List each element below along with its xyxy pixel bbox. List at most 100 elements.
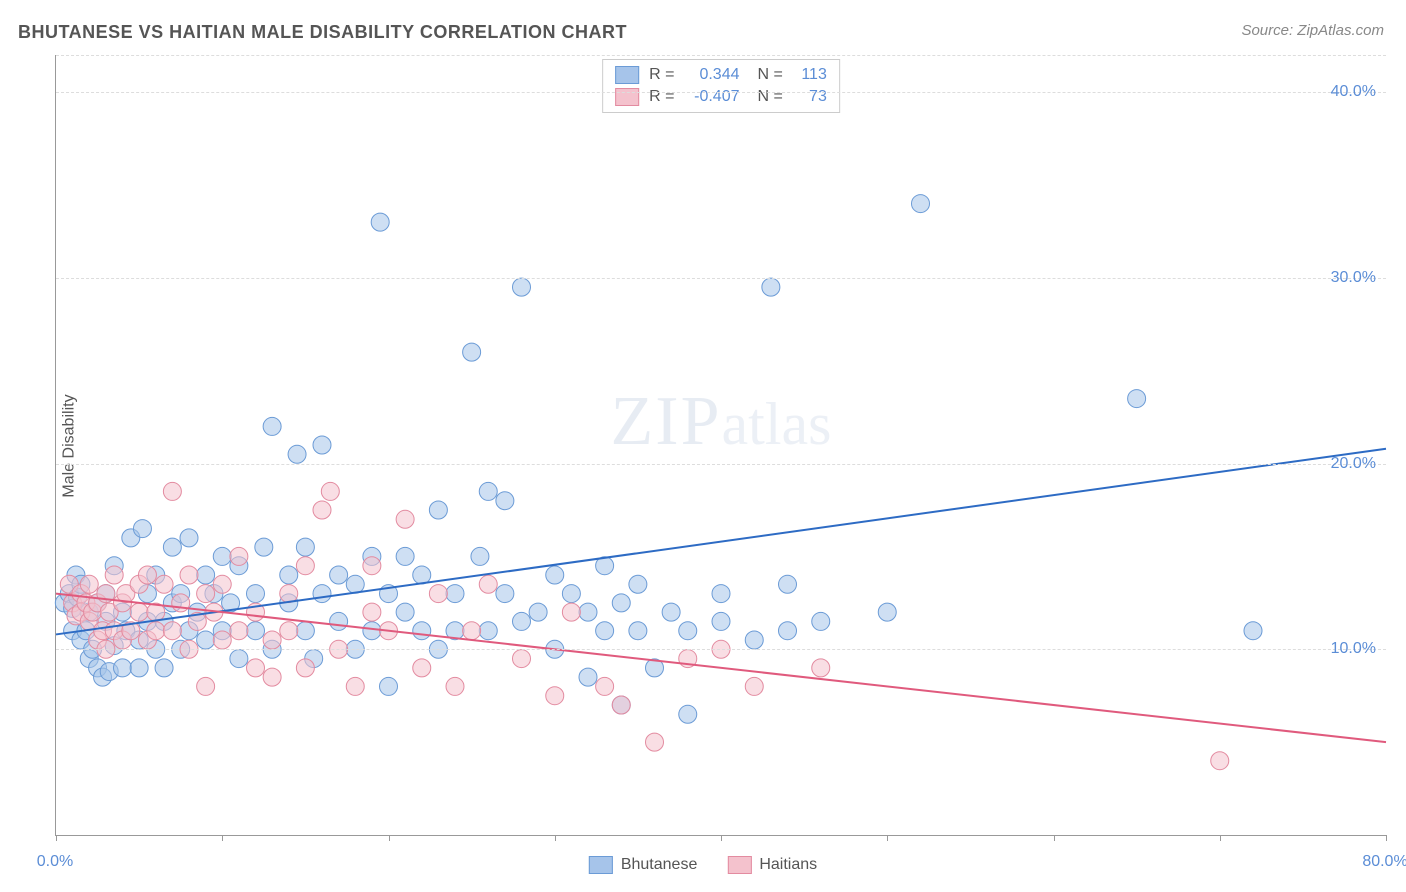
y-tick-label: 20.0% (1331, 455, 1376, 473)
data-point (155, 659, 173, 677)
x-tick (887, 835, 888, 841)
y-tick-label: 10.0% (1331, 640, 1376, 658)
legend-label-haitians: Haitians (759, 856, 817, 874)
series-legend: Bhutanese Haitians (589, 856, 817, 874)
data-point (712, 612, 730, 630)
data-point (471, 547, 489, 565)
data-point (263, 631, 281, 649)
data-point (812, 659, 830, 677)
data-point (280, 585, 298, 603)
grid-line (56, 464, 1386, 465)
data-point (745, 631, 763, 649)
data-point (130, 659, 148, 677)
data-point (346, 677, 364, 695)
data-point (513, 650, 531, 668)
data-point (629, 575, 647, 593)
data-point (546, 566, 564, 584)
data-point (247, 585, 265, 603)
data-point (479, 575, 497, 593)
x-tick (555, 835, 556, 841)
grid-line (56, 649, 1386, 650)
data-point (330, 612, 348, 630)
data-point (612, 594, 630, 612)
data-point (133, 520, 151, 538)
data-point (296, 659, 314, 677)
data-point (413, 622, 431, 640)
data-point (230, 622, 248, 640)
x-tick (389, 835, 390, 841)
data-point (513, 278, 531, 296)
x-tick (1386, 835, 1387, 841)
data-point (197, 631, 215, 649)
data-point (313, 501, 331, 519)
scatter-svg (56, 55, 1386, 835)
data-point (313, 436, 331, 454)
data-point (612, 696, 630, 714)
grid-line (56, 92, 1386, 93)
data-point (263, 417, 281, 435)
y-tick-label: 40.0% (1331, 83, 1376, 101)
data-point (114, 659, 132, 677)
data-point (213, 547, 231, 565)
data-point (296, 557, 314, 575)
data-point (321, 482, 339, 500)
data-point (197, 566, 215, 584)
data-point (912, 195, 930, 213)
data-point (596, 622, 614, 640)
x-tick-label: 80.0% (1362, 853, 1406, 871)
data-point (579, 668, 597, 686)
data-point (380, 677, 398, 695)
data-point (371, 213, 389, 231)
data-point (1211, 752, 1229, 770)
data-point (779, 575, 797, 593)
data-point (679, 622, 697, 640)
x-tick (1220, 835, 1221, 841)
data-point (138, 566, 156, 584)
data-point (779, 622, 797, 640)
data-point (280, 566, 298, 584)
data-point (629, 622, 647, 640)
x-tick (56, 835, 57, 841)
data-point (579, 603, 597, 621)
data-point (496, 492, 514, 510)
data-point (247, 622, 265, 640)
data-point (446, 585, 464, 603)
data-point (163, 482, 181, 500)
data-point (562, 603, 580, 621)
data-point (247, 659, 265, 677)
source-label: Source: ZipAtlas.com (1241, 22, 1384, 39)
legend-swatch-bhutanese-icon (589, 856, 613, 874)
data-point (396, 547, 414, 565)
data-point (413, 566, 431, 584)
data-point (263, 668, 281, 686)
data-point (296, 622, 314, 640)
data-point (230, 547, 248, 565)
data-point (213, 631, 231, 649)
data-point (363, 557, 381, 575)
chart-title: BHUTANESE VS HAITIAN MALE DISABILITY COR… (18, 22, 627, 43)
legend-swatch-haitians-icon (727, 856, 751, 874)
grid-line (56, 55, 1386, 56)
legend-item-bhutanese: Bhutanese (589, 856, 698, 874)
data-point (546, 687, 564, 705)
chart-container: BHUTANESE VS HAITIAN MALE DISABILITY COR… (0, 0, 1406, 892)
y-tick-label: 30.0% (1331, 269, 1376, 287)
data-point (163, 538, 181, 556)
data-point (163, 622, 181, 640)
data-point (878, 603, 896, 621)
data-point (147, 622, 165, 640)
data-point (562, 585, 580, 603)
data-point (197, 677, 215, 695)
data-point (762, 278, 780, 296)
data-point (513, 612, 531, 630)
data-point (280, 622, 298, 640)
data-point (363, 622, 381, 640)
data-point (213, 575, 231, 593)
data-point (396, 603, 414, 621)
data-point (1128, 390, 1146, 408)
data-point (413, 659, 431, 677)
data-point (596, 677, 614, 695)
data-point (429, 585, 447, 603)
data-point (130, 603, 148, 621)
data-point (812, 612, 830, 630)
